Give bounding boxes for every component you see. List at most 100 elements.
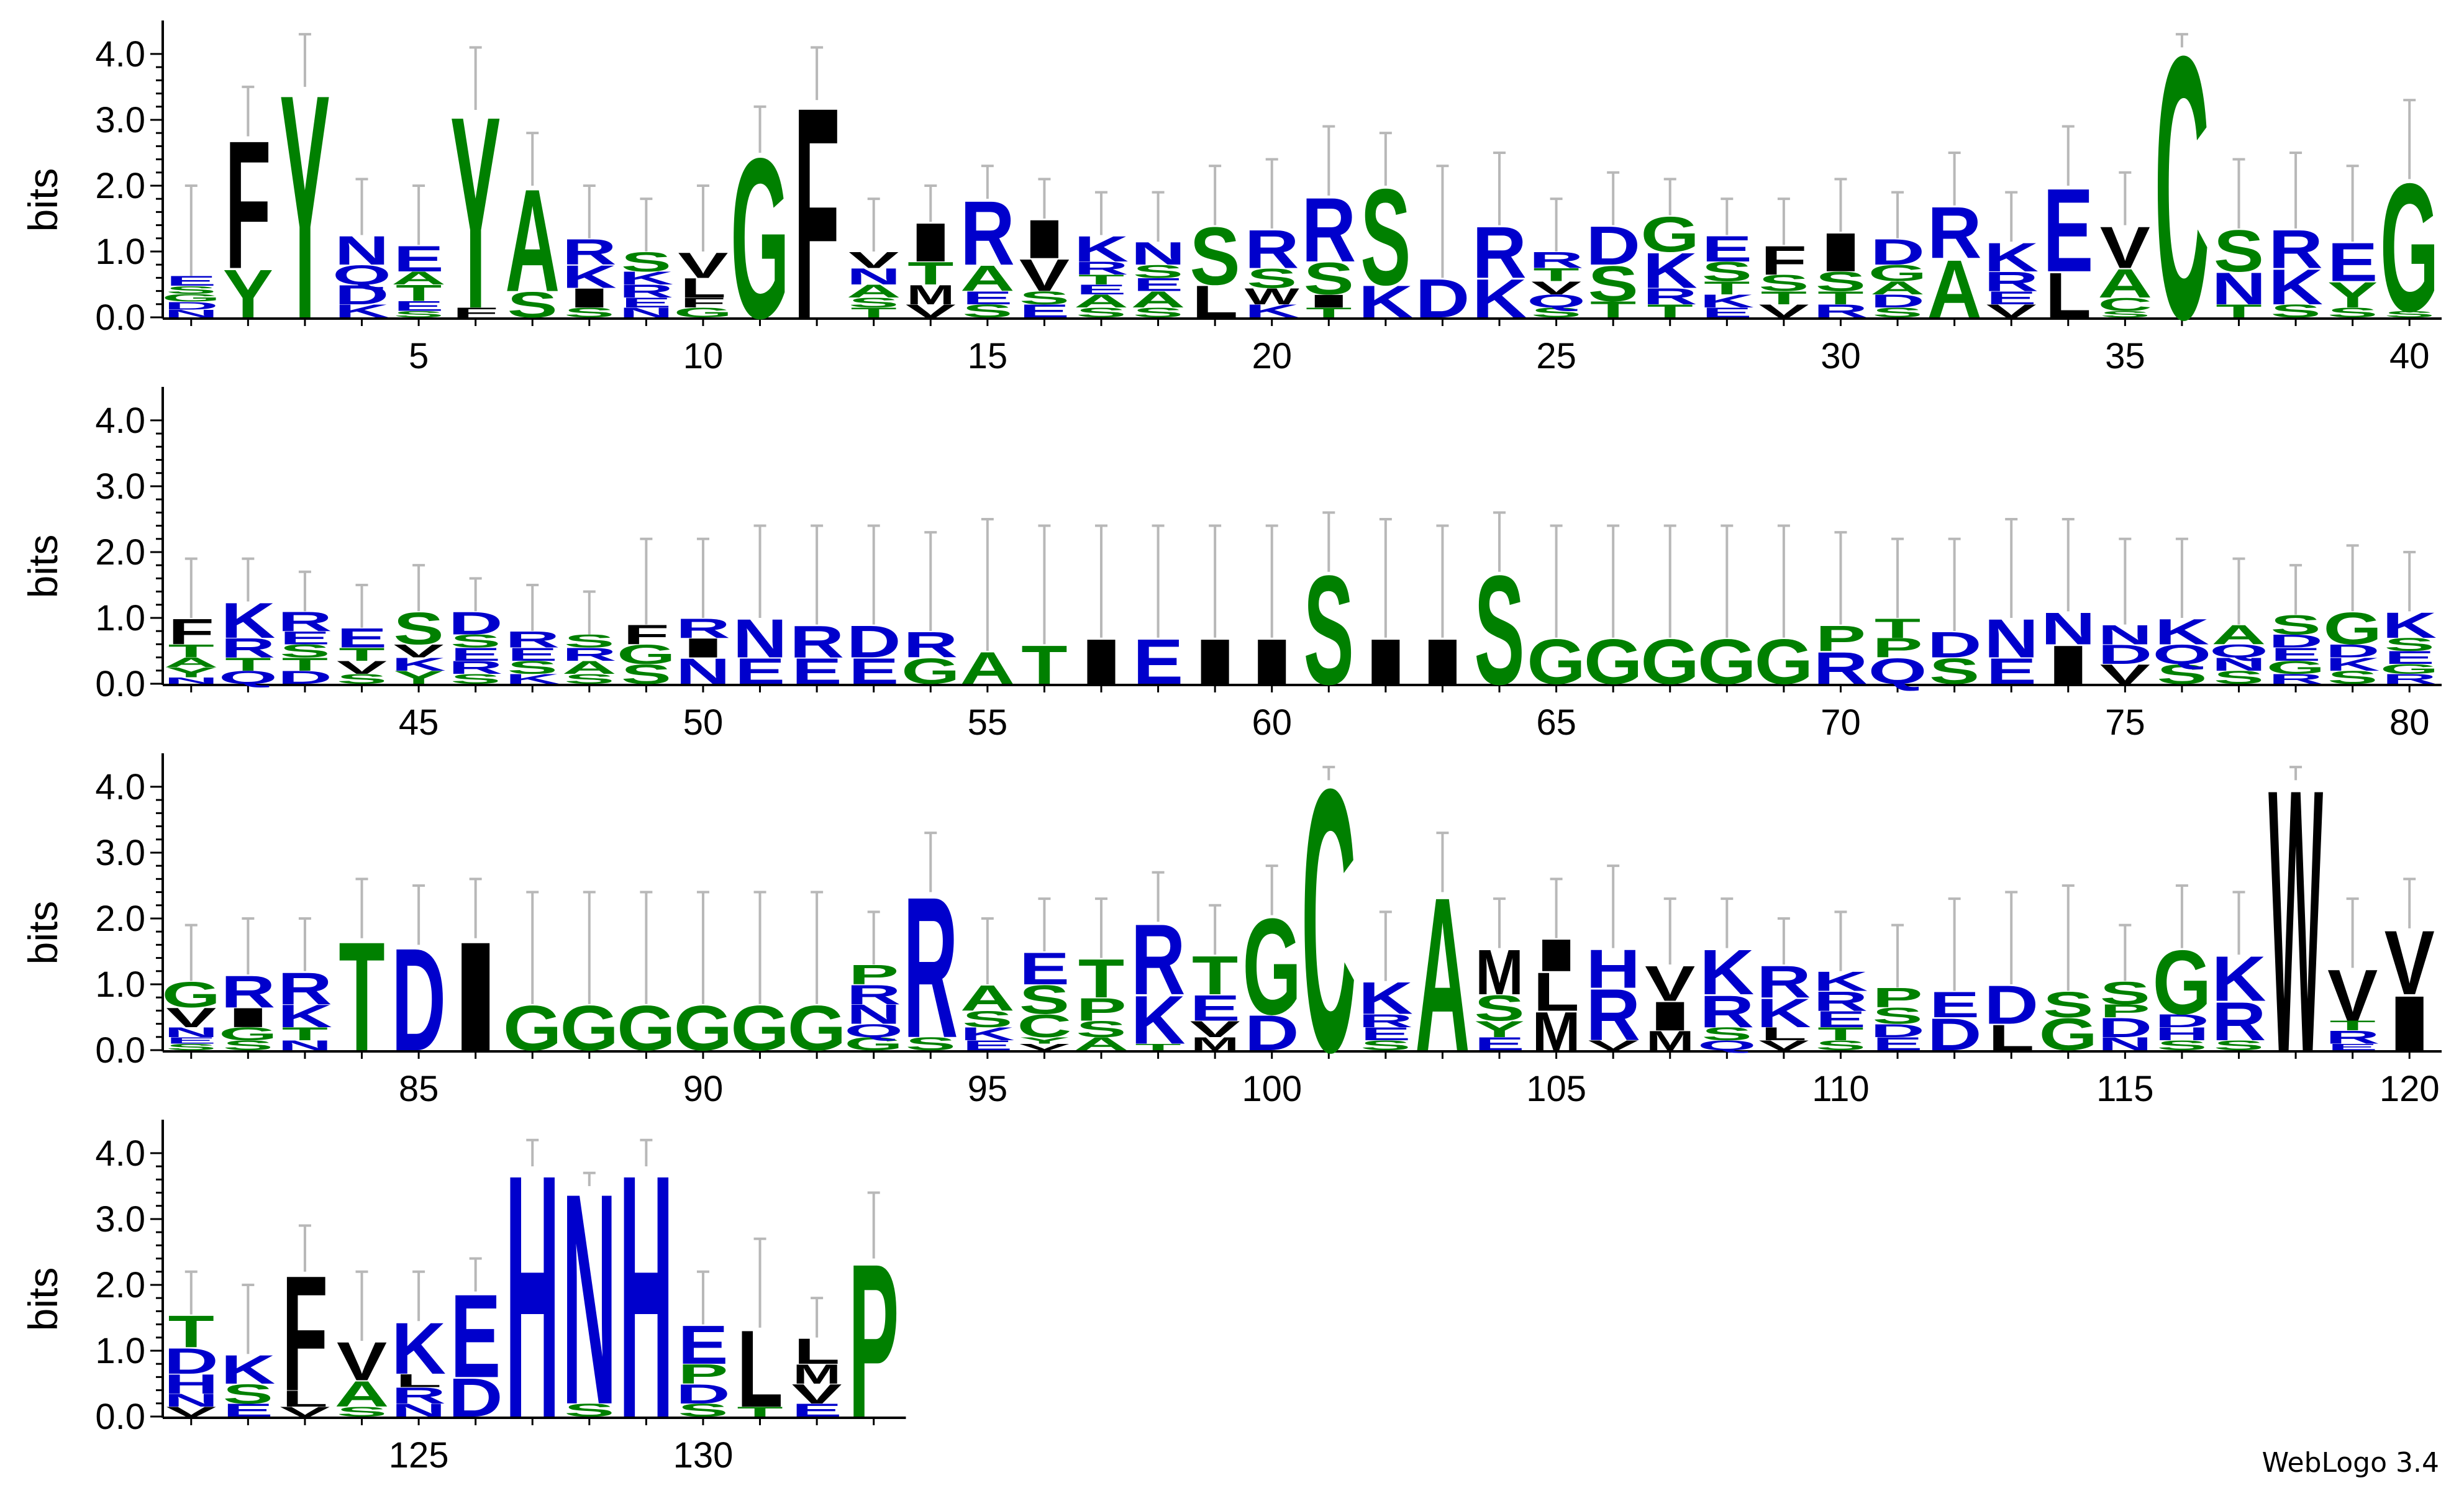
logo-letter: T [1647, 301, 1693, 321]
x-tick-label: 115 [2096, 1069, 2153, 1109]
logo-letter: E [394, 298, 444, 314]
logo-letter: E [223, 1400, 273, 1420]
logo-letter: H [505, 1102, 560, 1490]
logo-letter: I [448, 910, 502, 1084]
logo-letter: E [1133, 274, 1183, 295]
logo-letter: L [282, 1386, 328, 1412]
logo-letter: K [1074, 229, 1129, 269]
y-tick-label: 3.0 [95, 466, 145, 507]
logo-letter: V [280, 1404, 330, 1420]
logo-letter: D [278, 667, 332, 687]
logo-letter: Y [2327, 275, 2378, 315]
y-tick-label: 3.0 [95, 1199, 145, 1240]
logo-letter: K [1358, 276, 1413, 327]
logo-letter: P [678, 1359, 728, 1389]
y-axis-label: bits [20, 168, 66, 232]
logo-letter: T [737, 1404, 783, 1420]
y-tick-label: 0.0 [95, 1030, 145, 1071]
y-tick-label: 1.0 [95, 964, 145, 1005]
logo-letter: T [1590, 297, 1636, 322]
logo-letter: S [1019, 288, 1070, 308]
logo-letter: P [848, 959, 899, 990]
logo-letter: F [225, 102, 271, 307]
logo-letter: E [1702, 229, 1752, 269]
logo-letter: S [507, 657, 558, 678]
logo-letter: R [2268, 219, 2323, 280]
logo-letter: R [676, 613, 730, 643]
logo-letter: M [1191, 1033, 1239, 1054]
logo-letter: P [1076, 991, 1126, 1027]
logo-letter: V [848, 248, 899, 273]
logo-letter: S [962, 1007, 1012, 1032]
logo-letter: C [2155, 0, 2209, 397]
logo-letter: V [2100, 659, 2150, 689]
logo-letter: V [906, 301, 956, 321]
logo-letter: T [907, 255, 953, 291]
logo-letter: Q [2209, 641, 2268, 661]
logo-letter: T [2329, 1018, 2375, 1033]
x-tick-label: 70 [1821, 702, 1861, 743]
logo-letter: N [164, 307, 219, 320]
x-tick-label: 45 [399, 702, 439, 743]
logo-letter: R [391, 1383, 446, 1408]
logo-letter: K [619, 268, 673, 288]
logo-letter: T [282, 654, 328, 674]
x-tick-label: 120 [2380, 1069, 2440, 1109]
logo-letter: L [1988, 1018, 2034, 1058]
logo-letter: G [2323, 603, 2382, 654]
x-tick-label: 10 [683, 336, 724, 376]
logo-letter: I [1643, 993, 1697, 1039]
x-tick-label: 105 [1526, 1069, 1586, 1109]
y-axis-label: bits [20, 901, 66, 965]
logo-letter: S [223, 1379, 273, 1409]
logo-letter: S [2100, 309, 2150, 319]
y-axis-label: bits [20, 1267, 66, 1331]
logo-letter: A [2212, 620, 2266, 650]
logo-letter: S [621, 247, 671, 277]
logo-letter: S [2214, 1038, 2264, 1053]
logo-letter: K [1245, 301, 1299, 321]
logo-letter: S [1588, 255, 1639, 312]
logo-letter: E [2384, 648, 2435, 668]
y-tick-label: 3.0 [95, 833, 145, 873]
logo-letter: K [960, 1023, 1015, 1044]
logo-letter: K [1358, 973, 1413, 1024]
logo-letter: V [166, 1002, 216, 1033]
logo-letter: R [278, 963, 332, 1014]
logo-letter: I [1814, 222, 1868, 283]
y-axis-label: bits [20, 535, 66, 599]
logo-letter: I [1075, 626, 1129, 697]
logo-letter: S [507, 285, 558, 325]
logo-letter: D [1927, 1009, 1982, 1060]
logo-letter: S [394, 603, 444, 654]
logo-letter: I [2383, 980, 2437, 1067]
logo-letter: R [1814, 986, 1868, 1017]
logo-letter: S [2270, 301, 2321, 321]
logo-letter: D [164, 1341, 219, 1382]
logo-letter: M [1532, 1001, 1581, 1062]
logo-letter: I [1358, 626, 1412, 697]
logo-letter: K [1814, 966, 1868, 997]
logo-letter: I [221, 1002, 275, 1033]
logo-letter: T [339, 910, 384, 1084]
logo-letter: Y [450, 60, 501, 366]
logo-letter: E [280, 628, 330, 648]
logo-letter: P [2100, 1000, 2150, 1021]
logo-letter: T [168, 641, 214, 661]
logo-letter: V [678, 245, 728, 286]
x-tick-label: 25 [1536, 336, 1576, 376]
logo-letter: K [1643, 242, 1698, 299]
logo-letter: E [1019, 943, 1070, 994]
x-tick-label: 125 [389, 1435, 449, 1476]
logo-letter: S [1133, 261, 1183, 282]
logo-letter: T [1078, 948, 1124, 1009]
logo-letter: N [164, 1025, 219, 1040]
logo-letter: N [562, 1131, 617, 1468]
y-tick-label: 4.0 [95, 767, 145, 807]
x-tick-label: 130 [673, 1435, 734, 1476]
logo-letter: L [737, 1308, 783, 1431]
logo-letter: D [1870, 1020, 1925, 1041]
logo-letter: T [1533, 265, 1579, 285]
logo-letter: S [1872, 305, 1922, 320]
logo-letter: E [962, 1038, 1012, 1053]
